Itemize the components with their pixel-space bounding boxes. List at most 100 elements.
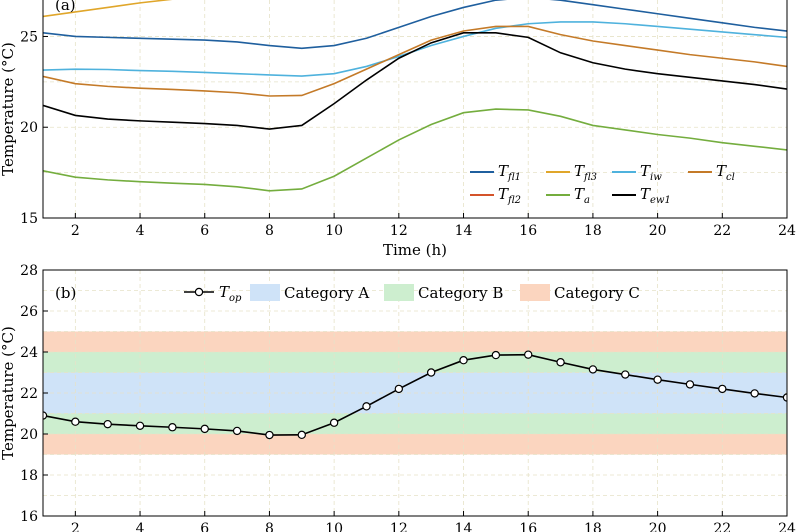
x-tick-label: 16 bbox=[519, 223, 537, 239]
legend-band-label: Category C bbox=[554, 284, 640, 302]
legend-label-fl1-base: T bbox=[498, 162, 509, 180]
data-point bbox=[265, 430, 274, 440]
x-tick-label: 24 bbox=[778, 521, 796, 532]
y-tick-label: 25 bbox=[20, 29, 38, 45]
legend-label-fl1-sub: fl1 bbox=[507, 172, 521, 183]
data-point bbox=[524, 350, 533, 359]
y-axis-title: Temperature (°C) bbox=[0, 42, 17, 176]
legend-band-swatch bbox=[384, 284, 414, 301]
plot-frame bbox=[42, 0, 788, 219]
data-point bbox=[718, 384, 727, 394]
panel-b: 2 4 6 8 10 12 14 16 18 20 22 2416182022242628Temper… bbox=[0, 263, 796, 532]
data-point bbox=[297, 430, 306, 440]
x-tick-label: 4 bbox=[136, 521, 145, 532]
x-tick-label: 6 bbox=[200, 521, 209, 532]
x-tick-label: 22 bbox=[713, 521, 731, 532]
y-tick-label: 26 bbox=[20, 304, 38, 320]
x-tick-label: 2 bbox=[71, 521, 80, 532]
y-tick-label: 24 bbox=[20, 345, 38, 361]
data-point bbox=[329, 418, 339, 427]
data-point bbox=[232, 426, 242, 436]
data-point bbox=[750, 389, 759, 398]
data-point bbox=[621, 370, 630, 379]
legend-label-a-base: T bbox=[574, 185, 585, 203]
legend-label-op: Top bbox=[219, 283, 242, 304]
x-tick-label: 22 bbox=[713, 223, 731, 239]
series-line-t-ew1 bbox=[43, 32, 787, 130]
data-point bbox=[653, 375, 662, 384]
series-line-t-fl3 bbox=[43, 0, 173, 18]
x-tick-label: 4 bbox=[136, 223, 145, 239]
x-tick-label: 12 bbox=[390, 223, 408, 239]
data-point bbox=[491, 350, 501, 360]
legend-label-fl3-sub: fl3 bbox=[583, 172, 597, 183]
data-point bbox=[685, 380, 695, 389]
legend-label-fl3: Tfl3 bbox=[574, 162, 597, 183]
series-line-t-cl bbox=[43, 25, 787, 97]
legend-label-fl2: Tfl2 bbox=[498, 185, 521, 206]
legend-label-fl2-base: T bbox=[498, 185, 509, 203]
y-tick-label: 20 bbox=[20, 120, 38, 136]
data-point bbox=[71, 417, 80, 426]
series-line-t-fl1 bbox=[43, 0, 787, 50]
x-tick-label: 10 bbox=[325, 223, 343, 239]
legend-band-swatch bbox=[520, 284, 550, 301]
legend-band-label: Category A bbox=[284, 284, 369, 302]
series-line-t-a bbox=[43, 108, 787, 192]
x-tick-label: 14 bbox=[455, 223, 473, 239]
legend-label-ew1-sub: ew1 bbox=[650, 195, 671, 206]
x-tick-label: 8 bbox=[265, 521, 274, 532]
legend-band-label: Category B bbox=[418, 284, 503, 302]
legend-label-op-sub: op bbox=[229, 293, 242, 304]
legend-label-op-base: T bbox=[219, 283, 230, 301]
legend-label-iw: Tiw bbox=[640, 162, 662, 183]
legend-label-fl2-sub: fl2 bbox=[507, 195, 521, 206]
data-point bbox=[782, 393, 787, 402]
data-point bbox=[103, 419, 112, 429]
x-axis-title: Time (h) bbox=[383, 241, 447, 259]
legend-label-cl: Tcl bbox=[716, 162, 735, 183]
panel-label: (b) bbox=[55, 284, 76, 302]
legend-label-ew1: Tew1 bbox=[640, 185, 671, 206]
series-line-t-op bbox=[43, 353, 787, 436]
x-tick-label: 16 bbox=[519, 521, 537, 532]
panel-label: (a) bbox=[55, 0, 76, 14]
y-tick-label: 28 bbox=[20, 263, 38, 279]
x-tick-label: 24 bbox=[778, 223, 796, 239]
legend-label-fl1: Tfl1 bbox=[498, 162, 521, 183]
data-point bbox=[588, 365, 598, 374]
x-tick-label: 2 bbox=[71, 223, 80, 239]
legend-b: Top Category A Category B Category C bbox=[184, 283, 640, 304]
y-tick-label: 15 bbox=[20, 211, 38, 227]
data-point bbox=[168, 423, 177, 432]
legend-label-cl-base: T bbox=[716, 162, 727, 180]
legend-swatch-marker bbox=[194, 287, 204, 297]
x-tick-label: 10 bbox=[325, 521, 343, 532]
legend-label-cl-sub: cl bbox=[726, 172, 735, 183]
legend-label-fl3-base: T bbox=[574, 162, 585, 180]
data-point bbox=[459, 356, 468, 365]
y-tick-label: 20 bbox=[20, 427, 38, 443]
data-point bbox=[394, 384, 404, 394]
x-tick-label: 6 bbox=[200, 223, 209, 239]
x-tick-label: 8 bbox=[265, 223, 274, 239]
y-axis-title: Temperature (°C) bbox=[0, 326, 17, 460]
x-tick-label: 20 bbox=[649, 223, 667, 239]
x-tick-label: 18 bbox=[584, 521, 602, 532]
data-point bbox=[362, 402, 371, 411]
data-point bbox=[556, 358, 565, 367]
legend-label-iw-base: T bbox=[640, 162, 651, 180]
x-tick-label: 12 bbox=[390, 521, 408, 532]
y-tick-label: 22 bbox=[20, 386, 38, 402]
data-point bbox=[200, 424, 209, 434]
legend-band-swatch bbox=[250, 284, 280, 301]
y-tick-label: 16 bbox=[20, 509, 38, 525]
series-line-t-iw bbox=[43, 21, 787, 77]
legend-label-ew1-base: T bbox=[640, 185, 651, 203]
data-point bbox=[426, 368, 436, 377]
legend-label-iw-sub: iw bbox=[650, 172, 662, 183]
y-tick-label: 18 bbox=[20, 468, 38, 484]
